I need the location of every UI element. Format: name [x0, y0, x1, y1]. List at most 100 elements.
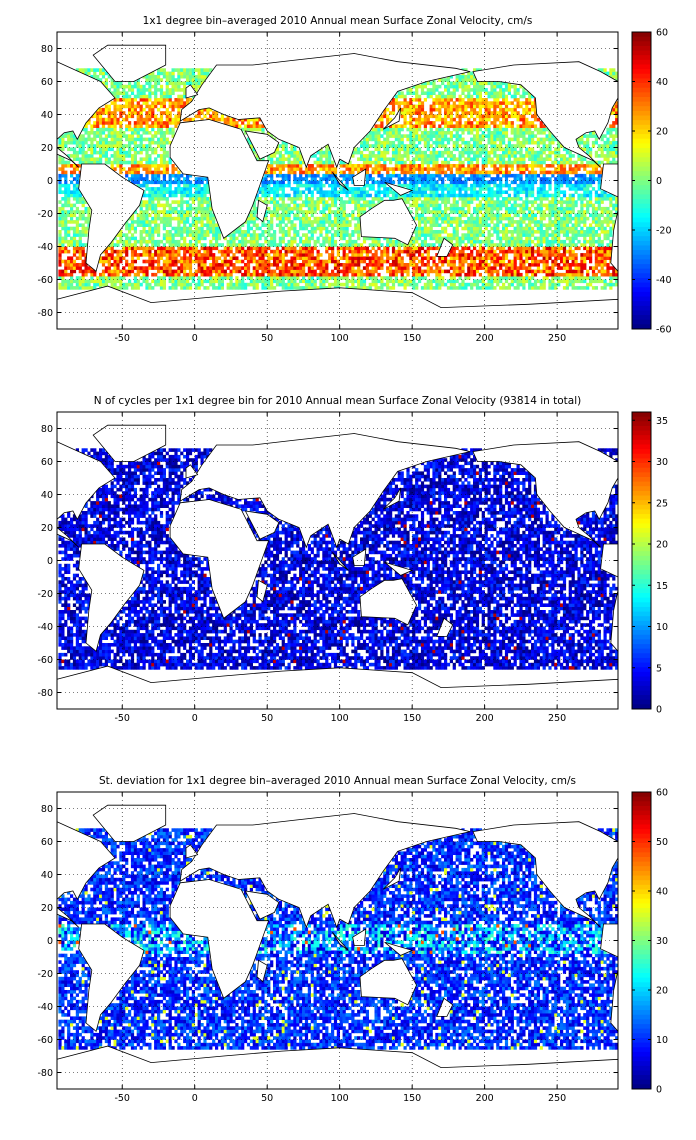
heatmap-cell [177, 210, 181, 214]
heatmap-cell [139, 253, 143, 257]
heatmap-cell [299, 173, 303, 178]
heatmap-cell [429, 197, 433, 201]
heatmap-cell [261, 177, 265, 181]
heatmap-cell [319, 272, 323, 277]
heatmap-cell [191, 200, 195, 204]
heatmap-cell [377, 170, 381, 175]
heatmap-cell [426, 233, 430, 237]
heatmap-cell [510, 282, 514, 287]
heatmap-cell [374, 236, 378, 241]
heatmap-cell [452, 173, 456, 178]
heatmap-cell [116, 272, 120, 277]
heatmap-cell [75, 249, 79, 254]
heatmap-cell [536, 279, 540, 284]
heatmap-cell [200, 279, 204, 284]
heatmap-cell [342, 276, 346, 280]
heatmap-cell [380, 282, 384, 287]
heatmap-cell [504, 203, 509, 208]
heatmap-cell [597, 223, 601, 227]
heatmap-cell [418, 190, 422, 194]
heatmap-cell [418, 223, 422, 227]
heatmap-cell [67, 197, 71, 201]
heatmap-cell [548, 213, 552, 218]
heatmap-cell [212, 276, 216, 280]
heatmap-cell [244, 263, 248, 267]
heatmap-cell [278, 230, 282, 234]
heatmap-cell [516, 220, 520, 224]
heatmap-cell [565, 230, 569, 234]
heatmap-cell [377, 173, 381, 178]
heatmap-cell [557, 216, 561, 221]
heatmap-cell [426, 164, 430, 168]
heatmap-cell [154, 249, 158, 254]
heatmap-cell [504, 269, 509, 274]
heatmap-cell [345, 243, 349, 247]
heatmap-cell [394, 269, 398, 274]
heatmap-cell [319, 233, 323, 237]
heatmap-cell [609, 233, 613, 237]
heatmap-cell [342, 253, 346, 257]
heatmap-cell [504, 276, 509, 280]
heatmap-cell [307, 210, 311, 214]
heatmap-cell [528, 177, 532, 181]
heatmap-cell [464, 286, 468, 290]
heatmap-cell [316, 256, 320, 260]
heatmap-cell [194, 180, 198, 185]
heatmap-cell [493, 160, 497, 165]
heatmap-cell [574, 246, 578, 251]
heatmap-cell [516, 160, 520, 165]
heatmap-cell [470, 183, 474, 188]
heatmap-cell [61, 220, 65, 224]
heatmap-cell [522, 170, 526, 175]
heatmap-cell [188, 190, 193, 194]
heatmap-cell [296, 203, 300, 208]
heatmap-cell [539, 183, 543, 188]
heatmap-cell [548, 233, 552, 237]
heatmap-cell [275, 206, 280, 211]
heatmap-cell [406, 282, 410, 287]
heatmap-cell [536, 226, 540, 231]
heatmap-cell [594, 197, 598, 201]
heatmap-cell [478, 216, 482, 221]
heatmap-cell [487, 249, 491, 254]
heatmap-cell [568, 253, 572, 257]
heatmap-cell [58, 246, 62, 251]
heatmap-cell [116, 276, 120, 280]
heatmap-cell [93, 282, 97, 287]
heatmap-cell [287, 249, 291, 254]
heatmap-cell [533, 286, 538, 290]
heatmap-cell [389, 239, 393, 244]
heatmap-cell [510, 239, 514, 244]
heatmap-cell [267, 259, 271, 264]
heatmap-cell [186, 276, 190, 280]
heatmap-cell [478, 183, 482, 188]
heatmap-cell [119, 236, 123, 241]
heatmap-cell [557, 210, 561, 214]
heatmap-cell [507, 282, 511, 287]
heatmap-cell [267, 263, 271, 267]
heatmap-cell [351, 246, 355, 251]
heatmap-cell [310, 190, 314, 194]
heatmap-cell [438, 239, 442, 244]
heatmap-cell [397, 193, 401, 198]
heatmap-cell [258, 249, 262, 254]
heatmap-cell [374, 253, 378, 257]
heatmap-cell [345, 216, 349, 221]
heatmap-cell [418, 170, 422, 175]
heatmap-cell [168, 173, 172, 178]
heatmap-cell [577, 263, 581, 267]
heatmap-cell [122, 256, 126, 260]
heatmap-cell [539, 236, 543, 241]
heatmap-cell [307, 269, 311, 274]
heatmap-cell [281, 167, 285, 171]
heatmap-cell [229, 269, 233, 274]
heatmap-cell [438, 259, 442, 264]
heatmap-cell [568, 167, 572, 171]
heatmap-cell [507, 286, 511, 290]
heatmap-cell [589, 177, 593, 181]
heatmap-cell [603, 259, 607, 264]
heatmap-cell [493, 167, 497, 171]
heatmap-cell [61, 157, 65, 161]
heatmap-cell [351, 259, 355, 264]
heatmap-cell [496, 173, 500, 178]
